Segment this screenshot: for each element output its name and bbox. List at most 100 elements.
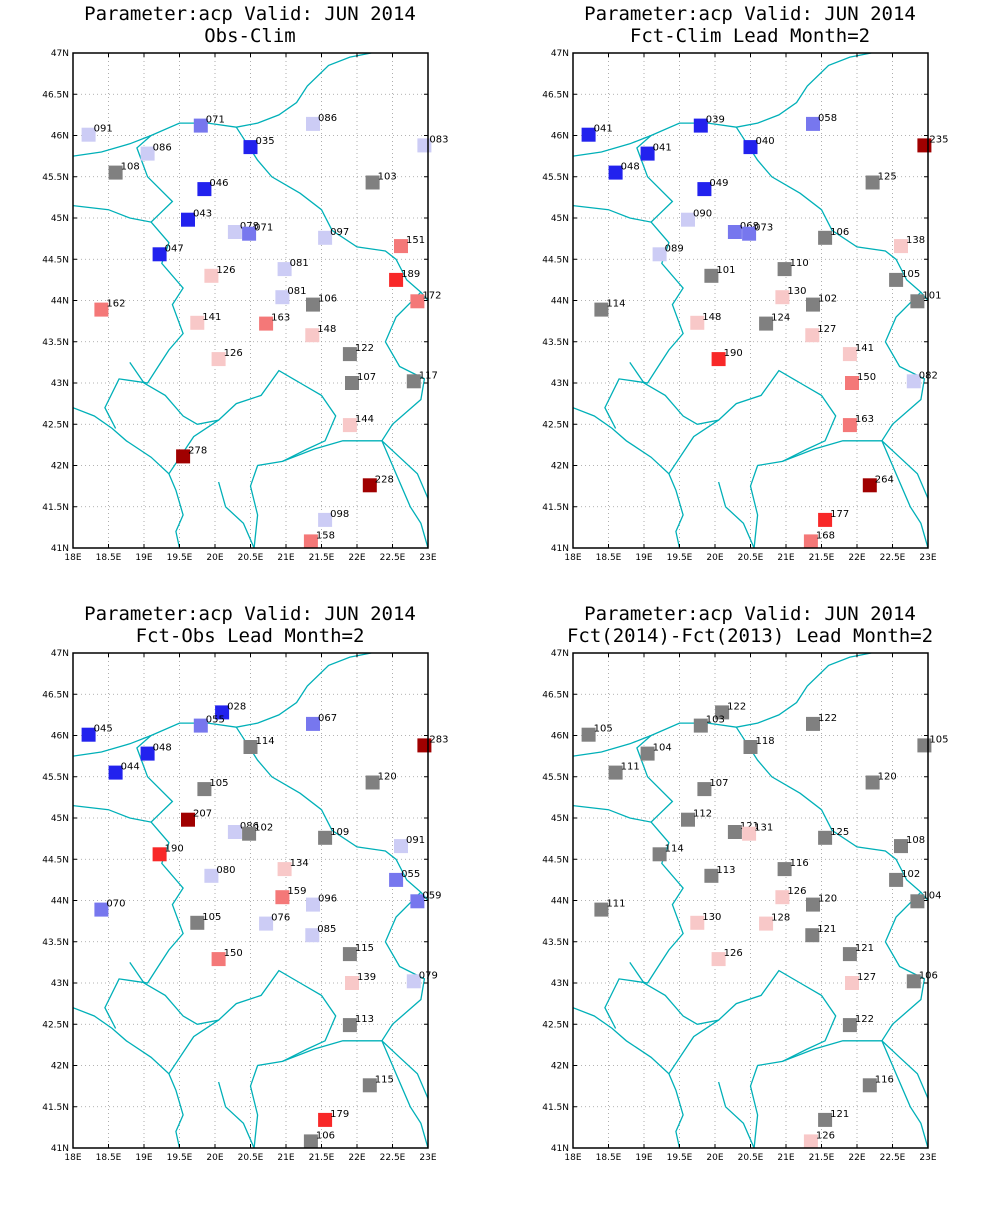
station-value-label: 131: [754, 823, 773, 834]
lat-tick-label: 41N: [51, 544, 69, 554]
lat-tick-label: 47N: [51, 49, 69, 59]
station-value-label: 109: [330, 827, 349, 838]
station-value-label: 121: [817, 924, 836, 935]
station-marker: [243, 740, 258, 754]
station-marker: [711, 352, 726, 367]
lon-tick-label: 22E: [348, 553, 365, 563]
lat-tick-label: 42.5N: [42, 1020, 69, 1030]
lon-tick-label: 22E: [348, 1153, 365, 1163]
station-value-label: 116: [790, 858, 809, 869]
station-marker: [652, 247, 667, 262]
station-marker: [594, 302, 609, 317]
lon-tick-label: 23E: [919, 1153, 936, 1163]
station-marker: [704, 268, 719, 283]
border-line: [249, 1040, 428, 1148]
lon-tick-label: 18E: [564, 553, 581, 563]
station-marker: [818, 830, 833, 845]
station-value-label: 168: [816, 530, 835, 541]
station-value-label: 035: [256, 136, 275, 147]
lat-tick-label: 43N: [551, 379, 569, 389]
lat-tick-label: 44.5N: [42, 855, 69, 865]
border-line: [381, 440, 428, 548]
station-value-label: 090: [693, 209, 712, 220]
station-value-label: 115: [355, 943, 374, 954]
lat-tick-label: 46N: [51, 732, 69, 742]
station-value-label: 130: [702, 912, 721, 923]
station-marker: [181, 812, 195, 827]
station-marker: [211, 952, 226, 967]
station-marker: [818, 512, 833, 527]
station-value-label: 091: [94, 124, 113, 135]
border-line: [717, 481, 755, 548]
station-marker: [204, 268, 219, 283]
station-value-label: 179: [330, 1109, 349, 1120]
station-marker: [865, 175, 880, 190]
lon-tick-label: 20E: [706, 553, 723, 563]
border-line: [129, 962, 337, 1062]
lat-tick-label: 42N: [551, 1062, 569, 1072]
station-marker: [318, 512, 333, 527]
station-value-label: 120: [818, 894, 837, 905]
station-value-label: 121: [855, 943, 874, 954]
station-marker: [862, 1078, 877, 1093]
station-marker: [365, 775, 380, 790]
station-marker: [652, 847, 667, 862]
lat-tick-label: 46.5N: [542, 690, 569, 700]
station-marker: [894, 239, 908, 254]
station-marker: [305, 328, 320, 343]
station-value-label: 048: [621, 162, 640, 173]
station-value-label: 118: [756, 736, 775, 747]
lon-tick-label: 21.5E: [809, 1153, 835, 1163]
lon-tick-label: 21.5E: [309, 1153, 335, 1163]
station-marker: [910, 294, 925, 309]
station-value-label: 048: [153, 743, 172, 754]
station-marker: [906, 974, 921, 989]
station-value-label: 045: [94, 724, 113, 735]
station-value-label: 108: [906, 835, 925, 846]
station-marker: [594, 902, 609, 917]
station-marker: [681, 812, 695, 827]
station-marker: [318, 230, 333, 245]
lat-tick-label: 46N: [551, 732, 569, 742]
station-marker: [777, 262, 792, 277]
station-value-label: 125: [878, 172, 897, 183]
station-marker: [910, 894, 925, 909]
lat-tick-label: 43N: [51, 979, 69, 989]
station-value-label: 076: [271, 913, 290, 924]
lat-tick-label: 46.5N: [42, 90, 69, 100]
lon-tick-label: 18.5E: [96, 553, 122, 563]
station-marker: [277, 862, 292, 877]
station-marker: [365, 175, 380, 190]
panel-title: Parameter:acp Valid: JUN 2014: [84, 3, 416, 25]
station-marker: [742, 226, 757, 241]
station-marker: [181, 212, 195, 227]
station-marker: [842, 418, 857, 433]
station-value-label: 108: [121, 162, 140, 173]
border-line: [573, 735, 674, 823]
border-line: [381, 1040, 428, 1148]
station-value-label: 103: [706, 715, 725, 726]
station-value-label: 121: [740, 821, 759, 832]
lat-tick-label: 41.5N: [42, 1103, 69, 1113]
station-value-label: 044: [121, 762, 140, 773]
station-marker: [242, 826, 257, 841]
station-value-label: 130: [787, 286, 806, 297]
lat-tick-label: 42.5N: [42, 420, 69, 430]
lon-tick-label: 19E: [635, 1153, 652, 1163]
station-marker: [803, 1134, 818, 1149]
station-value-label: 043: [193, 209, 212, 220]
station-value-label: 098: [330, 509, 349, 520]
border-line: [235, 726, 428, 901]
station-value-label: 081: [290, 258, 309, 269]
station-value-label: 070: [106, 899, 125, 910]
station-value-label: 141: [202, 312, 221, 323]
station-value-label: 105: [209, 778, 228, 789]
station-marker: [152, 847, 167, 862]
station-value-label: 105: [202, 912, 221, 923]
station-marker: [693, 718, 708, 733]
station-value-label: 111: [621, 762, 640, 773]
border-line: [381, 291, 426, 442]
station-marker: [894, 839, 908, 854]
station-value-label: 041: [653, 143, 672, 154]
